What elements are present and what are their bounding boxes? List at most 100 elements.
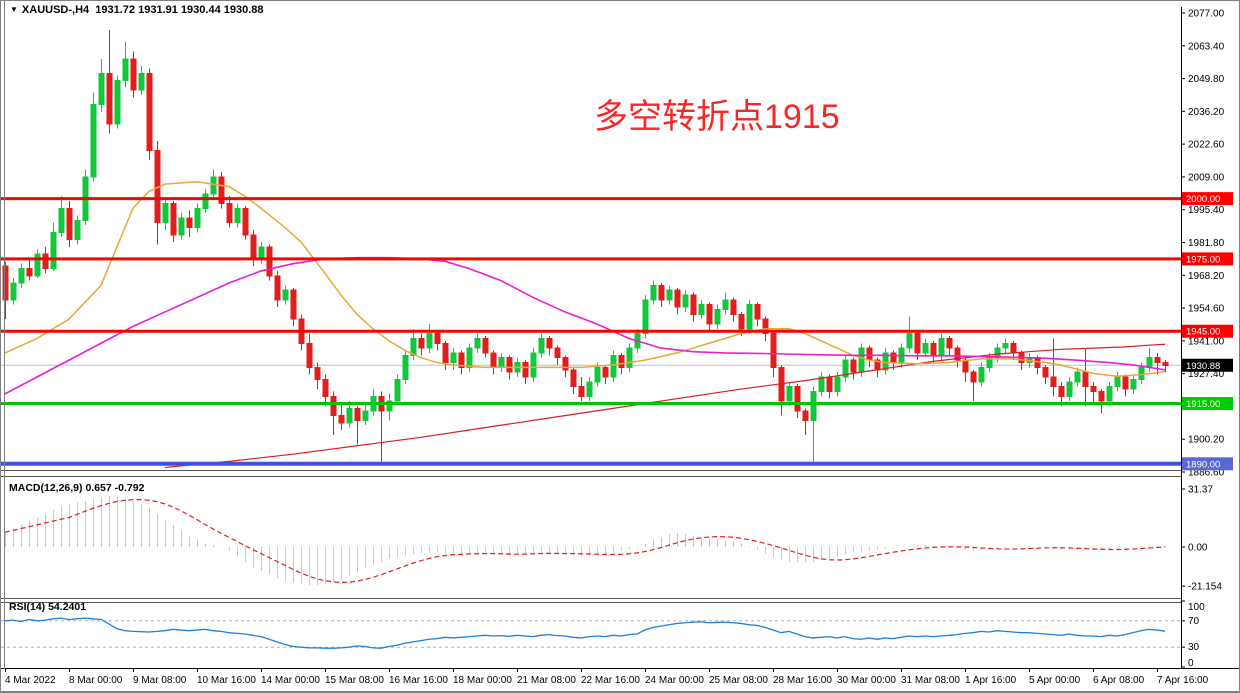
bear-candle (674, 289, 681, 308)
bear-candle (290, 289, 297, 320)
symbol-period-label: XAUUSD-,H4 (21, 4, 90, 16)
price-axis-label: 2009.00 (1188, 172, 1225, 183)
level-price-badge-text: 1915.00 (1186, 399, 1220, 410)
time-axis-label: 5 Apr 00:00 (1029, 675, 1081, 686)
macd-histogram (5, 496, 1166, 585)
macd-signal-line (4, 499, 1166, 584)
bull-candle (74, 219, 81, 241)
bear-candle (170, 202, 177, 236)
bear-candle (946, 337, 953, 349)
bull-candle (346, 407, 353, 424)
time-axis-label: 15 Mar 08:00 (325, 675, 384, 686)
annotation-text[interactable]: 多空转折点1915 (594, 98, 840, 136)
bull-candle (122, 58, 129, 81)
bull-candle (1074, 371, 1081, 383)
bull-candle (626, 347, 633, 368)
candlestick-series (2, 29, 1169, 464)
bull-candle (818, 376, 825, 392)
bear-candle (146, 72, 153, 151)
time-axis-label: 22 Mar 16:00 (581, 675, 640, 686)
time-axis-label: 31 Mar 08:00 (901, 675, 960, 686)
chevron-down-icon[interactable]: ▼ (10, 5, 18, 14)
bull-candle (530, 352, 537, 378)
bear-candle (2, 265, 9, 301)
bull-candle (938, 337, 945, 356)
bear-candle (434, 333, 441, 344)
bull-candle (858, 347, 865, 373)
bear-candle (1050, 376, 1057, 388)
level-price-badge-text: 1945.00 (1186, 327, 1220, 338)
bear-candle (226, 202, 233, 224)
bull-candle (10, 282, 17, 301)
bear-candle (890, 352, 897, 364)
bull-candle (642, 299, 649, 335)
bear-candle (1154, 357, 1161, 364)
bull-candle (394, 378, 401, 402)
price-axis-label: 2063.40 (1188, 41, 1225, 52)
level-price-badge: 2000.00 (1182, 192, 1233, 206)
bull-candle (386, 400, 393, 412)
current-price-badge-text: 1930.88 (1186, 361, 1220, 372)
bear-candle (866, 347, 873, 361)
time-axis-label: 1 Apr 16:00 (965, 675, 1017, 686)
price-axis-label: 2049.80 (1188, 74, 1225, 85)
bull-candle (666, 289, 673, 301)
rsi-axis-label: 0 (1188, 658, 1194, 669)
bull-candle (58, 207, 65, 233)
macd-axis-label: 0.00 (1188, 543, 1208, 554)
bull-candle (202, 193, 209, 209)
current-price-badge: 1930.88 (1182, 358, 1233, 372)
bull-candle (402, 354, 409, 380)
bull-candle (682, 294, 689, 308)
bear-candle (690, 294, 697, 315)
macd-axis-label: -21.154 (1188, 582, 1222, 593)
bull-candle (594, 366, 601, 383)
bull-candle (882, 352, 889, 371)
time-axis-label: 4 Mar 2022 (5, 675, 56, 686)
rsi-axis-label: 100 (1188, 602, 1205, 613)
bull-candle (1002, 342, 1009, 349)
bear-candle (754, 304, 761, 320)
price-axis-label: 1941.00 (1188, 336, 1225, 347)
bull-candle (90, 104, 97, 178)
bull-candle (994, 347, 1001, 359)
price-axis-label: 1927.40 (1188, 369, 1225, 380)
bull-candle (466, 347, 473, 368)
bear-candle (770, 333, 777, 368)
bear-candle (330, 395, 337, 417)
bear-candle (1010, 342, 1017, 354)
bull-candle (586, 381, 593, 397)
bear-candle (458, 352, 465, 368)
bull-candle (834, 376, 841, 392)
bear-candle (618, 354, 625, 368)
bull-candle (474, 337, 481, 349)
ma-fast-orange-line (4, 180, 1166, 378)
bull-candle (162, 202, 169, 224)
bull-candle (34, 253, 41, 277)
time-axis-label: 30 Mar 00:00 (837, 675, 896, 686)
time-axis-label: 9 Mar 08:00 (133, 675, 187, 686)
bull-candle (722, 299, 729, 311)
bull-candle (426, 333, 433, 349)
bear-candle (314, 366, 321, 380)
level-price-badge: 1890.00 (1182, 457, 1233, 471)
price-axis-label: 1995.40 (1188, 205, 1225, 216)
bear-candle (1082, 371, 1089, 388)
bear-candle (1122, 376, 1129, 390)
price-axis-label: 1900.20 (1188, 435, 1225, 446)
bear-candle (658, 284, 665, 301)
ma-slow-darkred-line (164, 343, 1166, 469)
time-axis-label: 18 Mar 00:00 (453, 675, 512, 686)
level-price-badge: 1975.00 (1182, 252, 1233, 266)
ma-mid-magenta-line (4, 256, 1166, 395)
rsi-indicator-label: RSI(14) 54.2401 (9, 601, 87, 613)
level-price-badge-text: 2000.00 (1186, 194, 1220, 205)
time-axis-label: 7 Apr 16:00 (1157, 675, 1209, 686)
bear-candle (826, 376, 833, 392)
bull-candle (810, 390, 817, 421)
bear-candle (442, 342, 449, 364)
bear-candle (1162, 362, 1169, 366)
bear-candle (802, 410, 809, 421)
bull-candle (258, 246, 265, 260)
